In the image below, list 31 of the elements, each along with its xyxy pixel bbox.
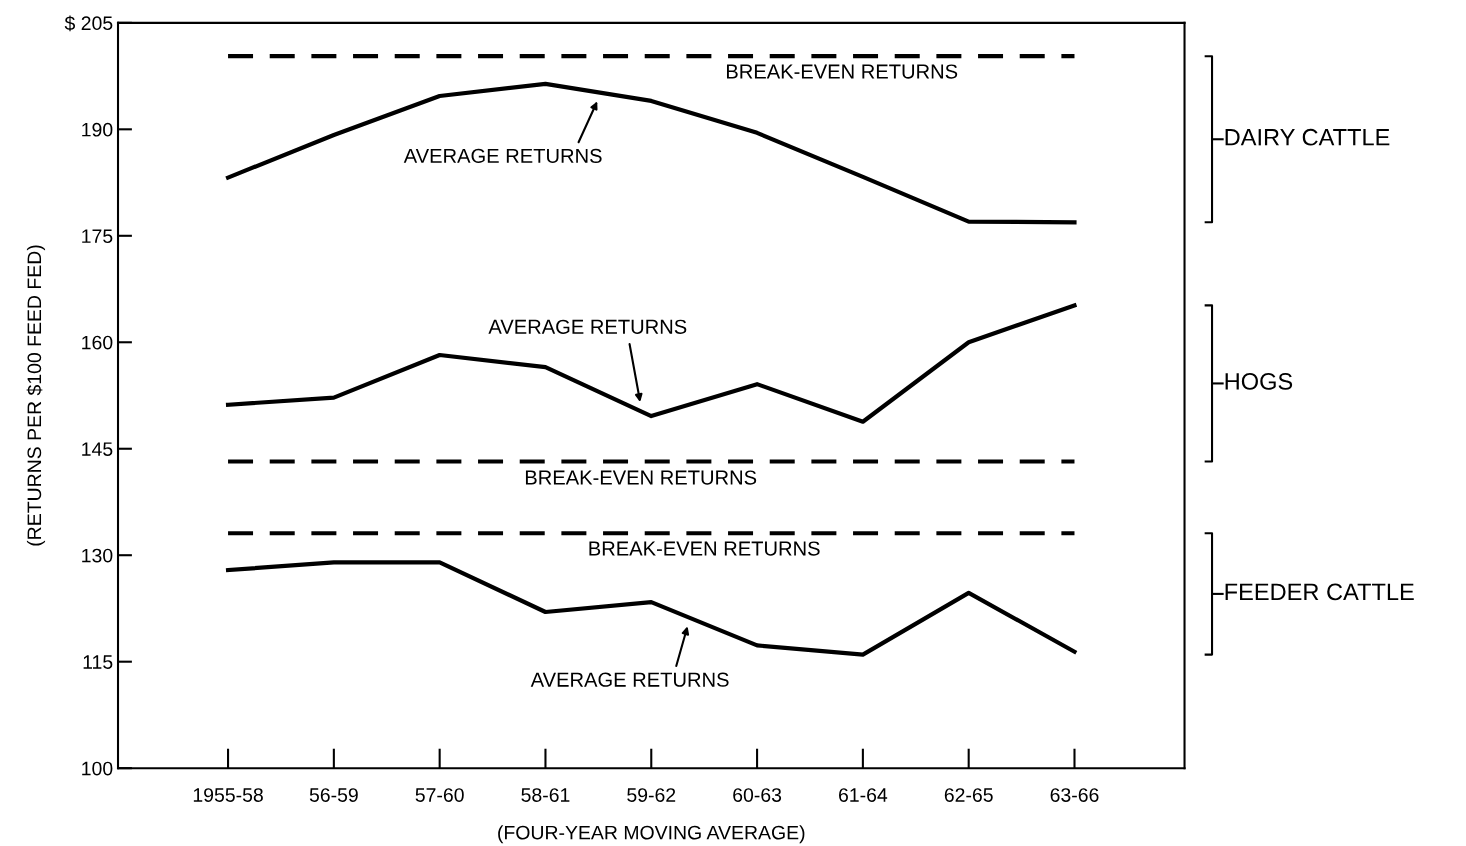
y-tick-label: 175 bbox=[82, 229, 113, 244]
x-tick-label: 61-64 bbox=[839, 788, 888, 802]
text: FEEDER CATTLE bbox=[1225, 583, 1414, 601]
x-tick-label: 59-62 bbox=[627, 788, 676, 802]
y-tick-label: 100 bbox=[82, 761, 113, 776]
x-tick-label: 63-66 bbox=[1050, 788, 1099, 802]
series-label: AVERAGE RETURNS bbox=[488, 319, 687, 334]
line-series bbox=[225, 81, 1077, 225]
y-tick-label: 115 bbox=[83, 655, 113, 669]
text: HOGS bbox=[1225, 373, 1293, 390]
legend-label: AVERAGE RETURNS bbox=[403, 148, 602, 163]
x-tick-label: 58-61 bbox=[521, 788, 570, 802]
x-tick-label: 60-63 bbox=[733, 788, 782, 802]
series-label: BREAK-EVEN RETURNS bbox=[525, 470, 757, 485]
series-label: BREAK-EVEN RETURNS bbox=[726, 64, 958, 79]
legend-label: AVERAGE RETURNS bbox=[530, 672, 729, 687]
y-axis-title: (RETURNS PER $100 FEED FED) bbox=[26, 245, 46, 546]
y-tick-label: 130 bbox=[82, 548, 113, 563]
y-tick-label: 160 bbox=[82, 335, 113, 350]
y-tick-label: 190 bbox=[82, 122, 113, 137]
y-tick-label: 145 bbox=[82, 442, 113, 456]
x-tick-label: 1955-58 bbox=[193, 788, 263, 802]
x-tick-label: 62-65 bbox=[944, 788, 993, 802]
x-tick-label: 57-60 bbox=[415, 788, 464, 802]
line-series bbox=[225, 560, 1077, 657]
x-tick-label: 56-59 bbox=[309, 788, 358, 802]
line-series bbox=[225, 303, 1077, 424]
y-tick-label: $ 205 bbox=[64, 15, 113, 32]
x-axis-title: (FOUR-YEAR MOVING AVERAGE) bbox=[498, 825, 805, 844]
text: DAIRY CATTLE bbox=[1225, 128, 1390, 146]
series-label: BREAK-EVEN RETURNS bbox=[589, 541, 820, 556]
